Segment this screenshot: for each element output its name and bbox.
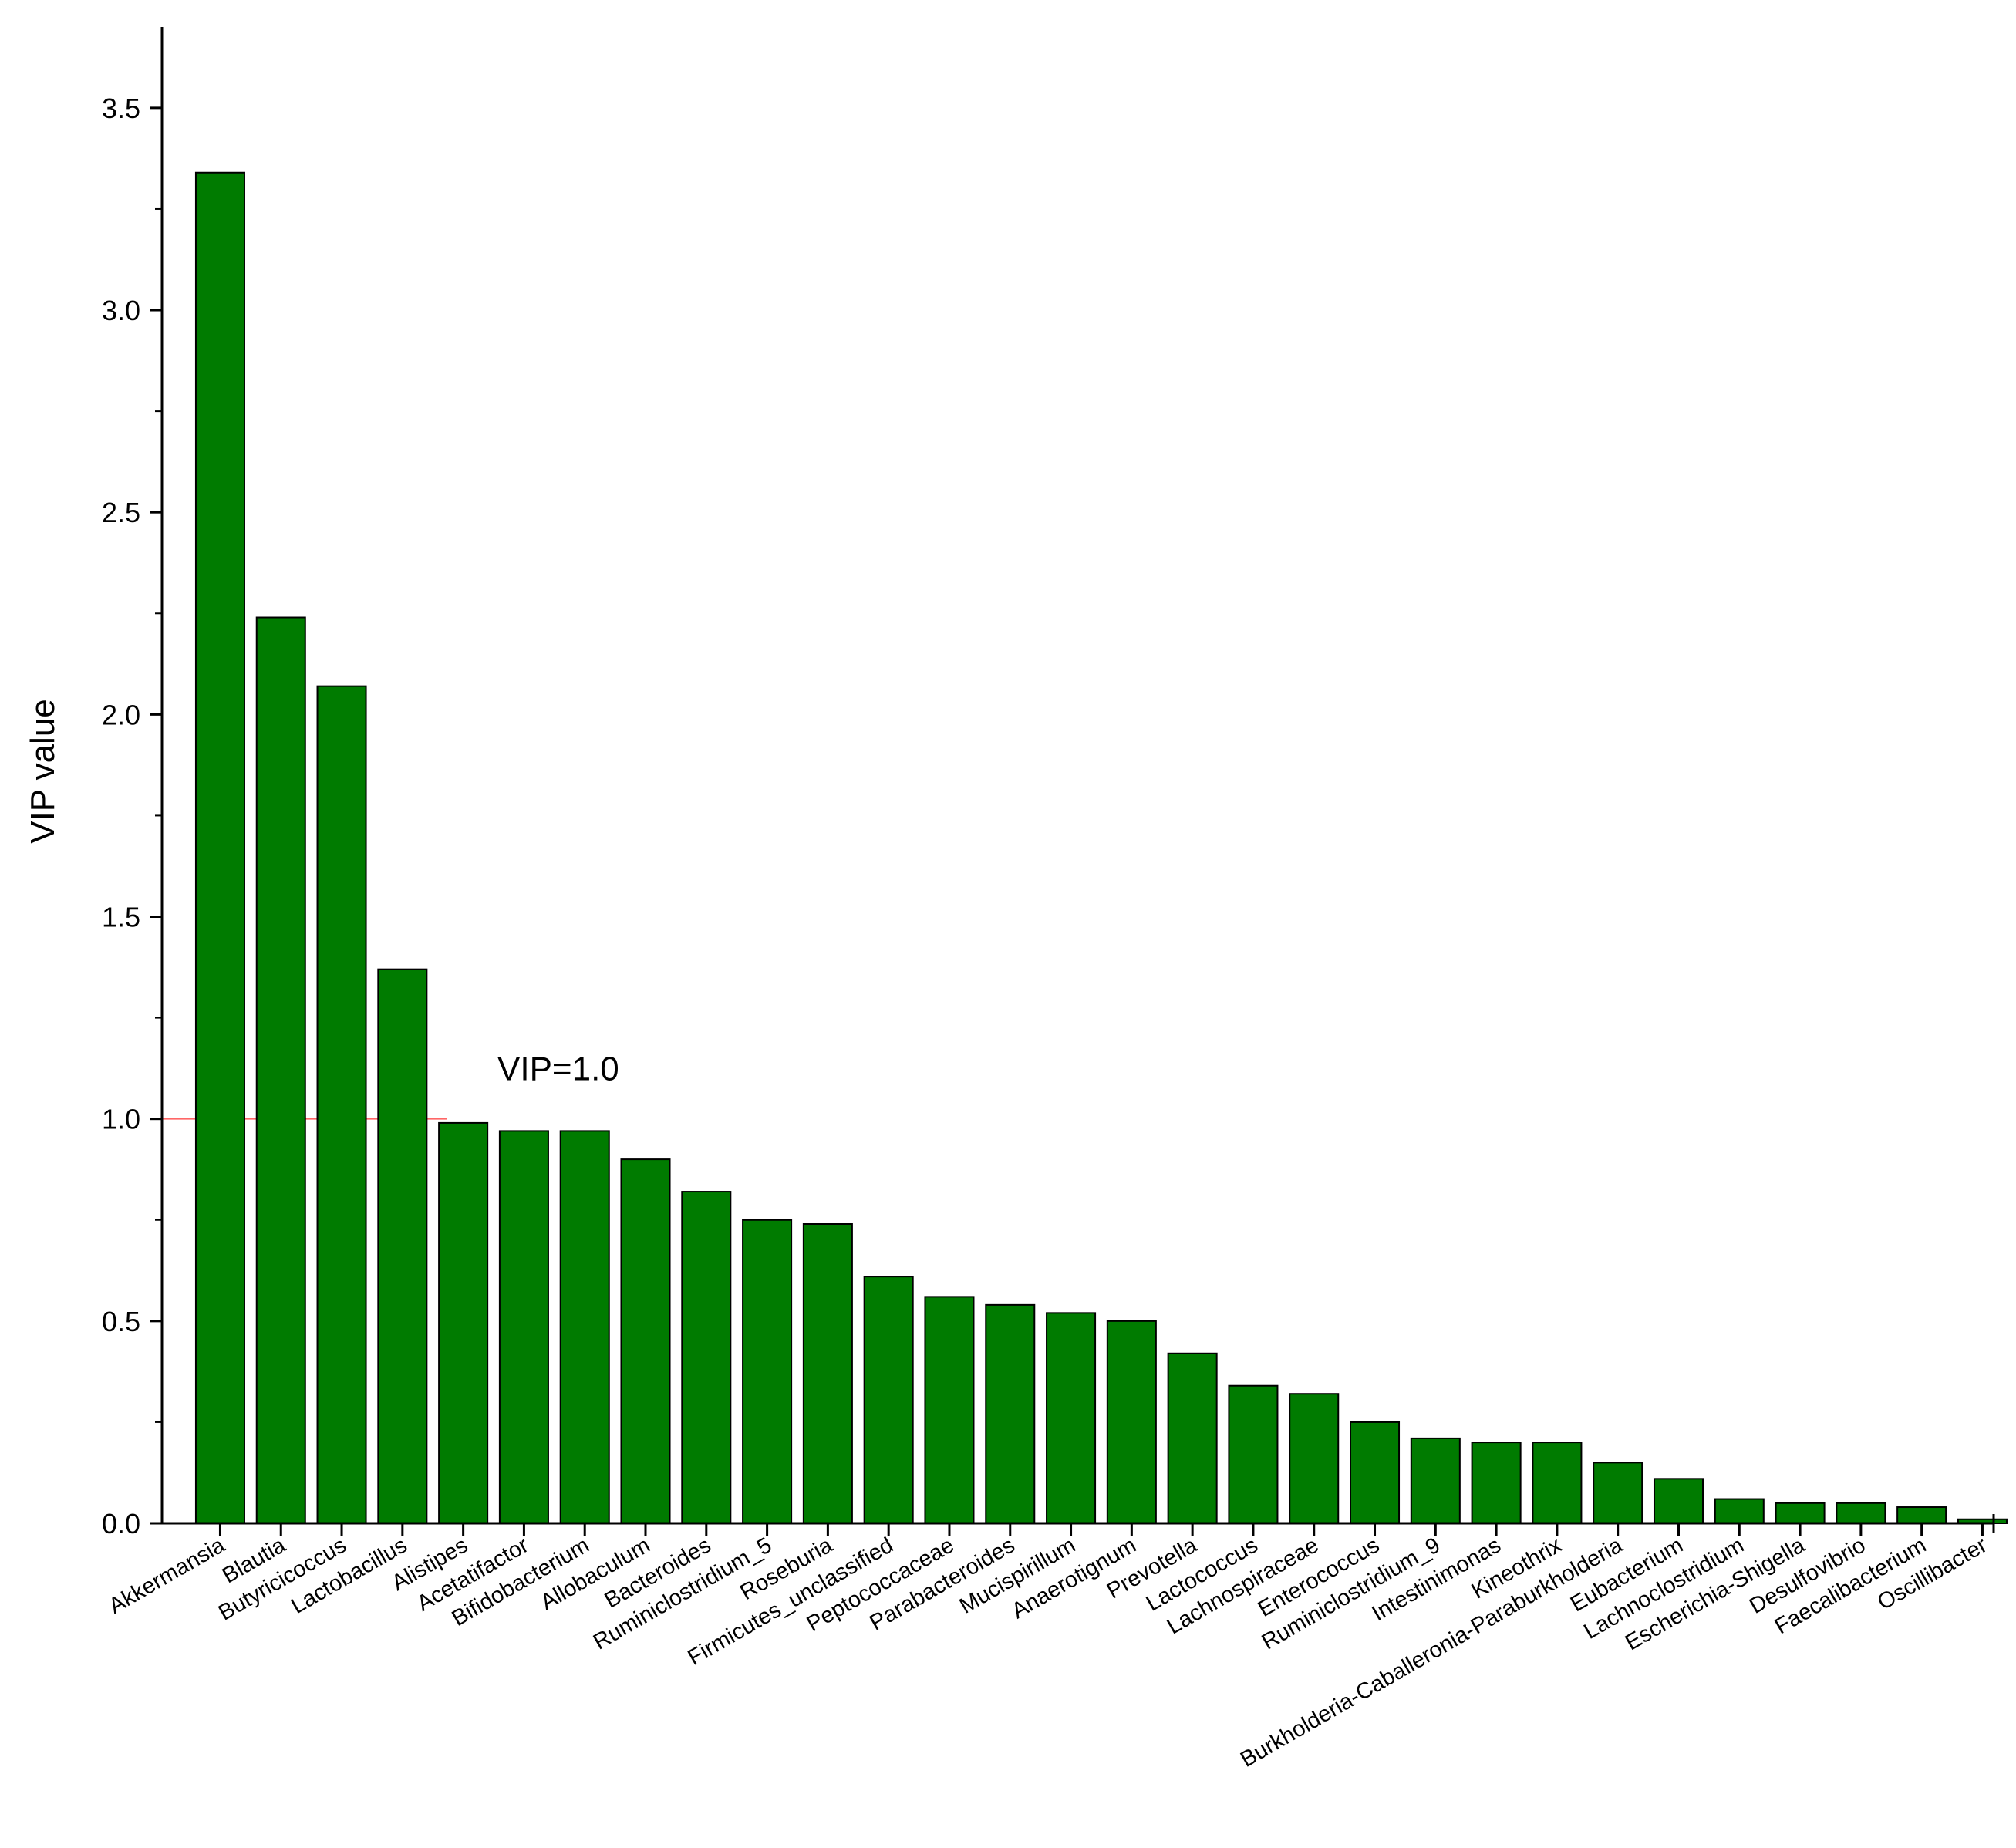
bar-lactococcus <box>1228 1384 1279 1524</box>
bar-bacteroides <box>681 1191 732 1525</box>
reference-line-label: VIP=1.0 <box>497 1050 619 1088</box>
bar-lactobacillus <box>377 968 428 1524</box>
bar-escherichia-shigella <box>1775 1502 1826 1525</box>
y-tick-label: 3.5 <box>102 93 140 124</box>
bar-enterococcus <box>1350 1421 1401 1525</box>
bar-desulfovibrio <box>1836 1502 1886 1525</box>
bar-mucispirillum <box>1046 1312 1097 1524</box>
x-ticks: AkkermansiaBlautiaButyricicoccusLactobac… <box>105 1523 1991 1772</box>
y-axis-title: VIP value <box>24 699 62 844</box>
y-tick-label: 3.0 <box>102 295 140 326</box>
bar-acetatifactor <box>498 1130 549 1524</box>
bar-butyricicoccus <box>316 685 367 1524</box>
bar-kineothrix <box>1532 1442 1583 1524</box>
bar-ruminiclostridium-9 <box>1410 1437 1461 1524</box>
bars <box>194 171 2008 1525</box>
y-tick-label: 1.5 <box>102 902 140 933</box>
bar-lachnospiraceae <box>1289 1393 1340 1524</box>
y-tick-label: 1.0 <box>102 1104 140 1135</box>
y-ticks: 0.0 0.5 1.0 1.5 2.0 2.5 3.0 3.5 <box>102 93 162 1539</box>
bar-anaerotignum <box>1106 1320 1157 1525</box>
y-tick-label: 0.0 <box>102 1508 140 1539</box>
bar-parabacteroides <box>985 1303 1036 1524</box>
y-tick-label: 0.5 <box>102 1306 140 1337</box>
bar-bifidobacterium <box>559 1130 610 1524</box>
bar-burkholderia-caballeronia-paraburkholderia <box>1593 1462 1643 1524</box>
axes <box>160 27 1995 1533</box>
bar-akkermansia <box>194 171 245 1525</box>
y-tick-label: 2.5 <box>102 497 140 528</box>
y-tick-label: 2.0 <box>102 699 140 730</box>
x-tick-label: Akkermansia <box>105 1533 230 1619</box>
bar-prevotella <box>1167 1352 1218 1525</box>
bar-ruminiclostridium-5 <box>742 1219 793 1524</box>
bar-faecalibacterium <box>1896 1506 1947 1524</box>
bar-peptococcaceae <box>924 1296 975 1525</box>
bar-intestinimonas <box>1471 1442 1522 1524</box>
bar-lachnoclostridium <box>1714 1498 1765 1524</box>
bar-firmicutes-unclassified <box>863 1276 914 1524</box>
bar-roseburia <box>802 1223 853 1524</box>
bar-eubacterium <box>1653 1478 1704 1525</box>
bar-blautia <box>255 616 306 1524</box>
bar-alistipes <box>438 1121 489 1524</box>
bar-allobaculum <box>620 1158 671 1525</box>
